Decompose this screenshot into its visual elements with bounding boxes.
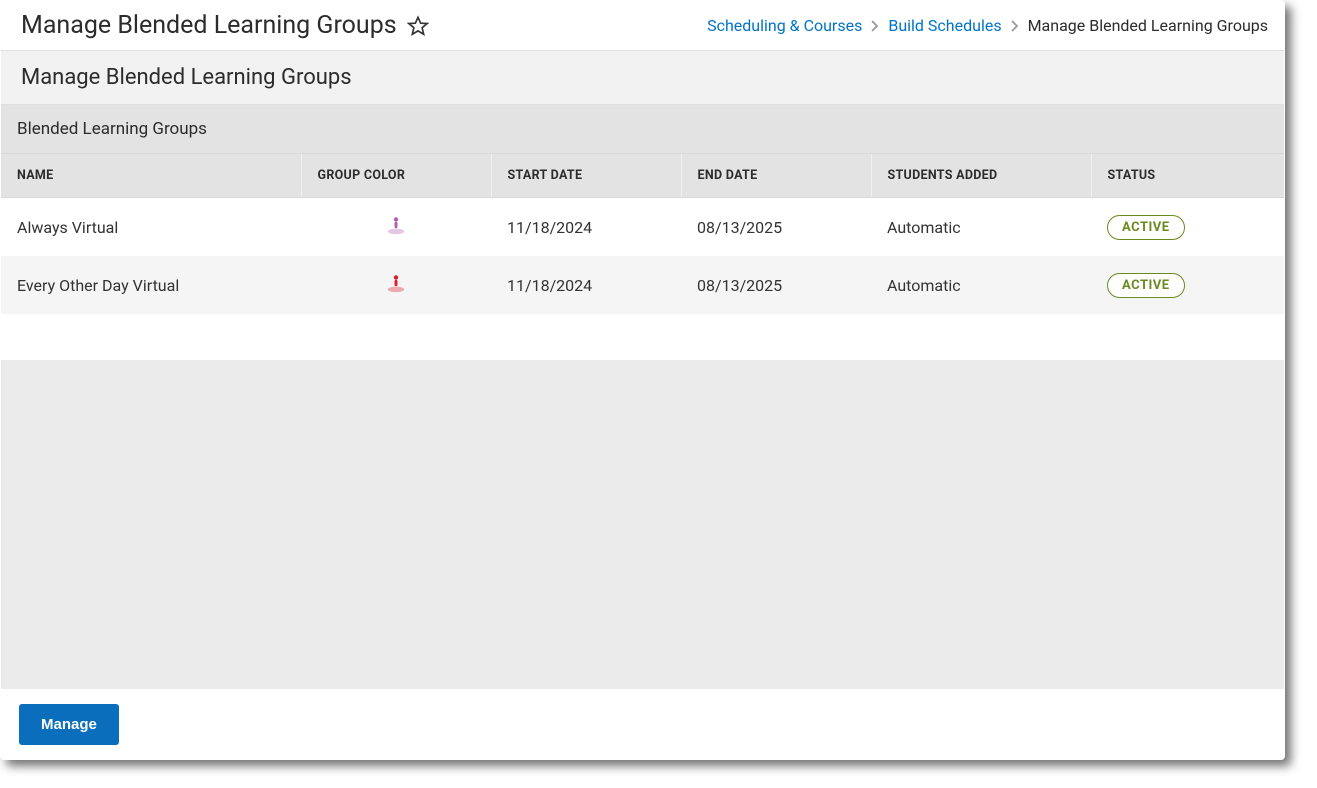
- person-pin-icon: [385, 214, 407, 240]
- page-frame: Manage Blended Learning Groups Schedulin…: [0, 0, 1285, 760]
- breadcrumb-link-build[interactable]: Build Schedules: [888, 16, 1001, 35]
- header-bar: Manage Blended Learning Groups Schedulin…: [1, 1, 1284, 51]
- table-row[interactable]: Always Virtual 11/18/202408/13/2025Automa…: [1, 198, 1284, 257]
- chevron-right-icon: [1010, 19, 1020, 33]
- cell-start-date: 11/18/2024: [491, 256, 681, 314]
- groups-table: NAME GROUP COLOR START DATE END DATE STU…: [1, 154, 1284, 314]
- favorite-star-icon[interactable]: [407, 15, 429, 37]
- content-fill: [1, 360, 1284, 689]
- col-header-name[interactable]: NAME: [1, 154, 301, 198]
- cell-students-added: Automatic: [871, 256, 1091, 314]
- breadcrumb: Scheduling & Courses Build Schedules Man…: [707, 16, 1268, 35]
- subheader: Manage Blended Learning Groups: [1, 51, 1284, 105]
- table-bottom-gap: [1, 314, 1284, 360]
- cell-status: ACTIVE: [1091, 198, 1284, 257]
- cell-group-color: [301, 256, 491, 314]
- cell-start-date: 11/18/2024: [491, 198, 681, 257]
- col-header-status[interactable]: STATUS: [1091, 154, 1284, 198]
- breadcrumb-link-scheduling[interactable]: Scheduling & Courses: [707, 16, 862, 35]
- cell-end-date: 08/13/2025: [681, 256, 871, 314]
- page-title: Manage Blended Learning Groups: [21, 11, 397, 40]
- cell-students-added: Automatic: [871, 198, 1091, 257]
- cell-status: ACTIVE: [1091, 256, 1284, 314]
- breadcrumb-current: Manage Blended Learning Groups: [1028, 16, 1268, 35]
- cell-group-color: [301, 198, 491, 257]
- status-badge: ACTIVE: [1107, 273, 1185, 298]
- page-title-wrap: Manage Blended Learning Groups: [21, 11, 429, 40]
- person-pin-icon: [385, 272, 407, 298]
- manage-button[interactable]: Manage: [19, 704, 119, 745]
- table-row[interactable]: Every Other Day Virtual 11/18/202408/13/2…: [1, 256, 1284, 314]
- col-header-color[interactable]: GROUP COLOR: [301, 154, 491, 198]
- panel-title: Blended Learning Groups: [1, 105, 1284, 154]
- col-header-start[interactable]: START DATE: [491, 154, 681, 198]
- cell-end-date: 08/13/2025: [681, 198, 871, 257]
- chevron-right-icon: [870, 19, 880, 33]
- table-header-row: NAME GROUP COLOR START DATE END DATE STU…: [1, 154, 1284, 198]
- col-header-end[interactable]: END DATE: [681, 154, 871, 198]
- status-badge: ACTIVE: [1107, 215, 1185, 240]
- col-header-added[interactable]: STUDENTS ADDED: [871, 154, 1091, 198]
- cell-name: Always Virtual: [1, 198, 301, 257]
- footer-bar: Manage: [1, 689, 1284, 759]
- cell-name: Every Other Day Virtual: [1, 256, 301, 314]
